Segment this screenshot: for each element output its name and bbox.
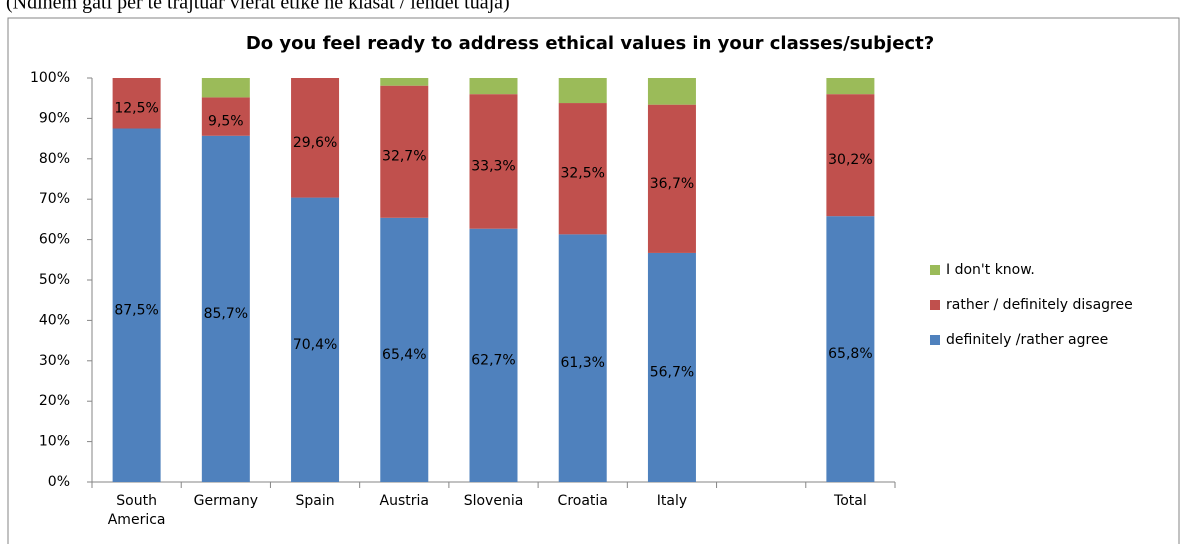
chart-title: Do you feel ready to address ethical val… <box>246 33 934 54</box>
bar-segment <box>380 217 429 482</box>
legend-label: I don't know. <box>946 262 1035 278</box>
x-tick-label: South America <box>107 493 166 528</box>
y-tick-label: 20% <box>39 393 70 409</box>
y-tick-label: 70% <box>39 191 70 207</box>
bar-segment <box>380 85 429 218</box>
y-tick-label: 0% <box>48 474 70 490</box>
caption: (Ndihem gati për të trajtuar vlerat etik… <box>6 0 510 14</box>
bar-segment <box>201 78 250 98</box>
data-label: 36,7% <box>650 176 694 192</box>
x-tick-label: Austria <box>379 493 429 509</box>
x-tick-label: Total <box>834 493 867 509</box>
data-label: 33,3% <box>471 158 515 174</box>
y-tick-label: 50% <box>39 272 70 288</box>
data-label: 56,7% <box>650 364 694 380</box>
data-label: 9,5% <box>208 114 244 130</box>
data-label: 29,6% <box>293 135 337 151</box>
y-tick-label: 30% <box>39 353 70 369</box>
data-label: 70,4% <box>293 337 337 353</box>
y-tick-label: 90% <box>39 110 70 126</box>
data-label: 65,4% <box>382 347 426 363</box>
bar-segment <box>558 78 607 104</box>
legend-swatch <box>930 300 940 310</box>
data-label: 62,7% <box>471 352 515 368</box>
data-label: 61,3% <box>560 355 604 371</box>
x-tick-label: Italy <box>656 493 688 509</box>
bar-segment <box>112 78 161 129</box>
legend-label: definitely /rather agree <box>946 332 1108 348</box>
bar-segment <box>201 135 250 482</box>
y-tick-label: 100% <box>30 70 70 86</box>
y-tick-label: 40% <box>39 312 70 328</box>
bar-segment <box>380 78 429 86</box>
bar-segment <box>469 228 518 482</box>
x-tick-label: Croatia <box>557 493 608 509</box>
data-label: 65,8% <box>828 346 872 362</box>
legend-swatch <box>930 265 940 275</box>
bar-segment <box>558 103 607 235</box>
bar-segment <box>826 78 875 95</box>
bar-segment <box>469 94 518 229</box>
data-label: 87,5% <box>114 302 158 318</box>
bar-segment <box>469 78 518 95</box>
y-tick-label: 60% <box>39 232 70 248</box>
bar-segment <box>112 128 161 482</box>
data-label: 30,2% <box>828 152 872 168</box>
bar-segment <box>558 234 607 482</box>
bar-segment <box>647 104 696 253</box>
legend-label: rather / definitely disagree <box>946 297 1133 313</box>
legend-swatch <box>930 335 940 345</box>
bar-segment <box>291 78 340 198</box>
x-tick-label: Germany <box>193 493 258 509</box>
data-label: 12,5% <box>114 100 158 116</box>
y-tick-label: 80% <box>39 151 70 167</box>
bar-segment <box>826 94 875 217</box>
y-tick-label: 10% <box>39 434 70 450</box>
data-label: 32,7% <box>382 149 426 165</box>
bar-segment <box>647 78 696 105</box>
x-tick-label: Spain <box>295 493 335 509</box>
bar-segment <box>647 252 696 482</box>
bar-segment <box>201 97 250 136</box>
x-tick-label: Slovenia <box>463 493 524 509</box>
data-label: 85,7% <box>204 306 248 322</box>
bar-segment <box>826 216 875 482</box>
bar-segment <box>291 197 340 483</box>
data-label: 32,5% <box>560 166 604 182</box>
